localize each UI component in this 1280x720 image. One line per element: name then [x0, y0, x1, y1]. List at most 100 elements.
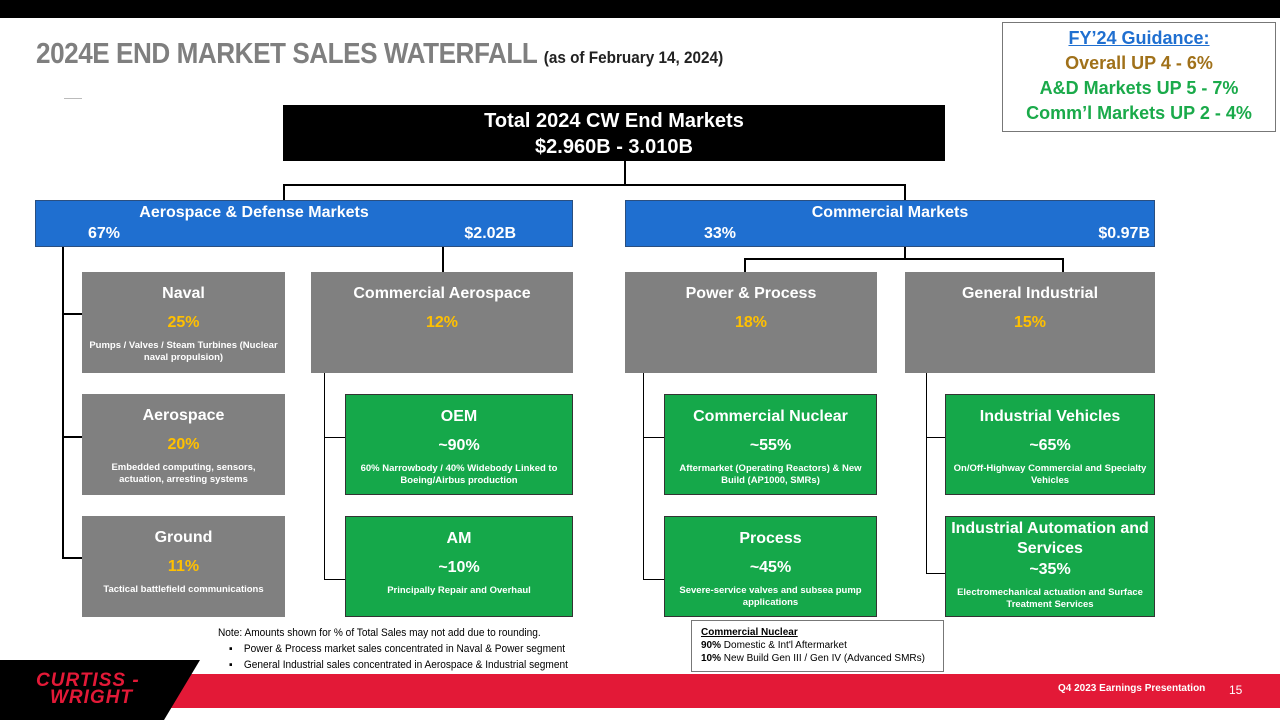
- callout-line: 90% Domestic & Int'l Aftermarket: [701, 639, 934, 652]
- market-general-industrial: General Industrial 15%: [905, 272, 1155, 373]
- market-pct: ~55%: [749, 437, 792, 454]
- segment-ad-value: $2.02B: [464, 225, 516, 242]
- market-title: Process: [739, 530, 802, 547]
- market-pct: 15%: [1013, 314, 1047, 331]
- logo-line: CURTISS -: [36, 670, 140, 691]
- market-power-process: Power & Process 18%: [625, 272, 877, 373]
- market-desc: Principally Repair and Overhaul: [387, 585, 531, 596]
- connector: [324, 373, 325, 580]
- title-text: 2024E END MARKET SALES WATERFALL: [36, 38, 537, 70]
- market-pct: ~35%: [1029, 561, 1071, 578]
- market-desc: Aftermarket (Operating Reactors) & New B…: [679, 463, 862, 486]
- connector: [62, 313, 82, 315]
- segment-ad-pct: 67%: [88, 225, 121, 242]
- connector: [324, 437, 345, 438]
- page-title: 2024E END MARKET SALES WATERFALL (as of …: [36, 38, 723, 71]
- connector: [643, 373, 644, 580]
- market-pct: 20%: [167, 436, 200, 453]
- page-number: 15: [1229, 683, 1243, 697]
- market-pct: ~90%: [438, 437, 480, 454]
- market-title: General Industrial: [961, 285, 1099, 302]
- callout-pct: 90%: [701, 640, 722, 651]
- segment-ad-title: Aerospace & Defense Markets: [139, 204, 369, 221]
- connector: [904, 184, 906, 200]
- segment-commercial: Commercial Markets 33% $0.97B: [625, 200, 1155, 247]
- market-title: Commercial Aerospace: [353, 285, 531, 302]
- logo-background: [0, 660, 200, 720]
- connector: [643, 437, 664, 438]
- market-pct: ~45%: [749, 559, 792, 576]
- market-am: AM ~10% Principally Repair and Overhaul: [345, 516, 573, 617]
- market-title: Commercial Nuclear: [693, 408, 848, 425]
- footnote-bullet: ▪ Power & Process market sales concentra…: [218, 641, 568, 657]
- market-title: OEM: [440, 408, 478, 425]
- connector: [926, 437, 945, 438]
- nuclear-callout: Commercial Nuclear 90% Domestic & Int'l …: [691, 620, 944, 672]
- connector: [744, 258, 1064, 260]
- footer-bar: [0, 674, 1280, 708]
- connector: [62, 557, 82, 559]
- footnote-line: Note: Amounts shown for % of Total Sales…: [218, 627, 541, 639]
- callout-pct: 10%: [701, 653, 722, 664]
- market-title: Power & Process: [685, 285, 817, 302]
- market-desc: Pumps / Valves / Steam Turbines (Nuclear…: [89, 340, 278, 363]
- connector: [926, 573, 945, 574]
- connector: [62, 436, 82, 438]
- connector: [442, 247, 444, 272]
- market-pct: 11%: [167, 558, 200, 575]
- callout-text: Domestic & Int'l Aftermarket: [723, 640, 847, 651]
- market-oem: OEM ~90% 60% Narrowbody / 40% Widebody L…: [345, 394, 573, 495]
- connector: [926, 373, 927, 574]
- footnote-bullet-text: General Industrial sales concentrated in…: [243, 659, 568, 671]
- callout-line: 10% New Build Gen III / Gen IV (Advanced…: [701, 652, 934, 665]
- guidance-commercial: Comm’l Markets UP 2 - 4%: [1026, 103, 1252, 123]
- connector: [1062, 258, 1064, 272]
- top-bar: [0, 0, 1280, 18]
- market-industrial-automation: Industrial Automation and Services ~35% …: [945, 516, 1155, 617]
- connector: [744, 258, 746, 272]
- segment-commercial-title: Commercial Markets: [811, 204, 969, 221]
- divider: [64, 98, 82, 99]
- market-aerospace: Aerospace 20% Embedded computing, sensor…: [82, 394, 285, 495]
- connector: [324, 579, 345, 580]
- market-pct: 25%: [167, 314, 200, 331]
- market-title: Industrial Automation and Services: [951, 520, 1149, 557]
- market-naval: Naval 25% Pumps / Valves / Steam Turbine…: [82, 272, 285, 373]
- market-title: AM: [446, 530, 472, 547]
- market-desc: Embedded computing, sensors, actuation, …: [111, 462, 256, 485]
- footnote: Note: Amounts shown for % of Total Sales…: [218, 625, 568, 673]
- total-label: Total 2024 CW End Markets: [484, 110, 744, 132]
- guidance-ad: A&D Markets UP 5 - 7%: [1039, 78, 1239, 98]
- bullet-icon: ▪: [229, 643, 233, 655]
- connector: [643, 579, 664, 580]
- connector: [283, 184, 285, 200]
- market-title: Aerospace: [142, 407, 225, 424]
- curtiss-wright-logo: CURTISS - WRIGHT: [36, 670, 140, 707]
- guidance-box: FY’24 Guidance: Overall UP 4 - 6% A&D Ma…: [1002, 22, 1276, 132]
- market-process: Process ~45% Severe-service valves and s…: [664, 516, 877, 617]
- title-date: (as of February 14, 2024): [543, 48, 724, 67]
- market-desc: 60% Narrowbody / 40% Widebody Linked to …: [360, 463, 558, 486]
- market-pct: ~10%: [438, 559, 480, 576]
- connector: [904, 247, 906, 259]
- bullet-icon: ▪: [229, 659, 233, 671]
- guidance-overall: Overall UP 4 - 6%: [1065, 53, 1213, 73]
- footnote-bullet-text: Power & Process market sales concentrate…: [243, 643, 566, 655]
- footnote-bullet: ▪ General Industrial sales concentrated …: [218, 657, 568, 673]
- presentation-label: Q4 2023 Earnings Presentation: [1058, 683, 1206, 694]
- segment-ad: Aerospace & Defense Markets 67% $2.02B: [35, 200, 573, 247]
- market-commercial-nuclear: Commercial Nuclear ~55% Aftermarket (Ope…: [664, 394, 877, 495]
- connector: [283, 184, 906, 186]
- callout-heading: Commercial Nuclear: [701, 627, 798, 638]
- market-pct: 12%: [425, 314, 459, 331]
- total-box: Total 2024 CW End Markets $2.960B - 3.01…: [283, 105, 945, 161]
- market-title: Naval: [162, 285, 205, 302]
- market-ground: Ground 11% Tactical battlefield communic…: [82, 516, 285, 617]
- market-pct: 18%: [734, 314, 768, 331]
- market-desc: Severe-service valves and subsea pump ap…: [679, 585, 862, 608]
- market-desc: Tactical battlefield communications: [103, 584, 264, 595]
- segment-commercial-value: $0.97B: [1098, 225, 1150, 242]
- total-value: $2.960B - 3.010B: [535, 136, 693, 158]
- callout-text: New Build Gen III / Gen IV (Advanced SMR…: [723, 653, 925, 664]
- connector: [62, 247, 64, 558]
